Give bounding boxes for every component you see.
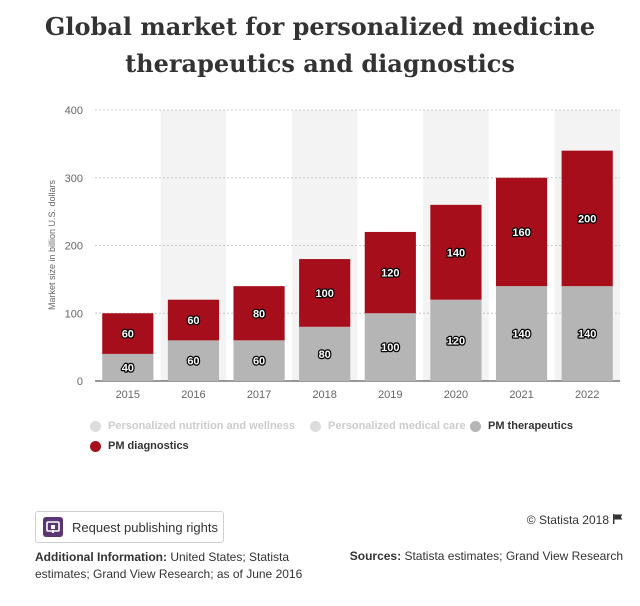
legend-item[interactable]: PM therapeutics [470,420,573,432]
request-publishing-rights-button[interactable]: Request publishing rights [35,511,224,543]
legend-dot-icon [470,420,481,432]
bar-segment[interactable] [364,231,416,314]
data-label: 160 [512,227,530,239]
x-tick-label: 2019 [378,389,402,401]
bar-segment[interactable] [167,340,220,381]
x-tick-label: 2015 [116,389,140,401]
x-tick-label: 2016 [181,389,205,401]
sources-text: Statista estimates; Grand View Research [401,549,623,563]
legend-item[interactable]: Personalized medical care [310,420,466,432]
publishing-rights-icon [43,517,63,537]
data-label: 40 [122,362,134,374]
bar-segment[interactable] [430,299,482,381]
additional-information-text: United States; Statista estimates; Grand… [35,550,303,581]
legend-label: Personalized medical care [328,420,466,432]
data-label: 140 [512,329,530,341]
legend-dot-icon [90,440,101,452]
bar-segment[interactable] [561,150,613,287]
y-tick-label: 400 [65,105,83,117]
x-tick-label: 2022 [575,389,599,401]
bar-segment[interactable] [102,353,154,381]
data-label: 200 [578,213,596,225]
data-label: 100 [381,342,399,354]
data-label: 80 [253,308,265,320]
bar-segment[interactable] [364,313,416,381]
data-label: 60 [187,356,199,368]
x-tick-label: 2021 [509,389,533,401]
y-tick-label: 0 [77,376,83,388]
y-axis-label: Market size in billion U.S. dollars [47,179,57,310]
data-label: 100 [316,288,334,300]
data-label: 60 [122,329,134,341]
bar-segment[interactable] [233,286,285,341]
data-label: 120 [381,268,399,280]
bars: 40 60 60 60 60 80 80 100 100 120 120 140 140 160 140 20… [102,150,613,381]
chart-title-line-2: therapeutics and diagnostics [125,49,515,78]
legend-item[interactable]: Personalized nutrition and wellness [90,420,295,432]
legend-label: PM therapeutics [488,420,573,432]
data-label: 80 [319,349,331,361]
legend-dot-icon [90,420,101,432]
data-label: 140 [578,329,596,341]
chart-title: Global market for personalized medicine … [0,8,640,82]
sources: Sources: Statista estimates; Grand View … [350,549,623,563]
bar-segment[interactable] [430,204,482,300]
x-tick-label: 2020 [444,389,468,401]
bar-segment[interactable] [495,286,548,381]
copyright-text: © Statista 2018 [526,513,609,527]
data-label: 60 [187,315,199,327]
sources-label: Sources: [349,549,402,563]
y-tick-label: 300 [65,173,83,185]
additional-information-label: Additional Information: [35,550,167,564]
data-label: 120 [447,335,465,347]
additional-information: Additional Information: United States; S… [35,549,325,583]
y-tick-label: 200 [65,241,83,253]
bar-segment[interactable] [495,177,548,287]
flag-icon[interactable] [613,513,623,527]
x-axis-ticks: 2015 2016 2017 2018 2019 2020 2021 2022 [116,389,600,401]
bar-segment[interactable] [167,299,220,341]
request-publishing-rights-label: Request publishing rights [72,519,218,535]
y-axis-ticks: 0 100 200 300 400 [65,105,83,388]
bar-segment[interactable] [561,286,613,381]
legend-label: PM diagnostics [108,440,189,452]
data-label: 140 [447,247,465,259]
legend-label: Personalized nutrition and wellness [108,420,296,432]
x-tick-label: 2017 [247,389,271,401]
bar-segment[interactable] [102,313,154,354]
legend-item[interactable]: PM diagnostics [90,440,189,452]
chart-title-line-1: Global market for personalized medicine [44,12,596,41]
bar-segment[interactable] [299,259,351,327]
bar-segment[interactable] [299,326,351,381]
x-tick-label: 2018 [312,389,336,401]
bar-chart: 0 100 200 300 400 40 60 60 60 60 80 80 100 100 120 120… [47,105,620,401]
bar-segment[interactable] [233,340,285,381]
legend-dot-icon [310,420,321,432]
data-label: 60 [253,356,265,368]
y-tick-label: 100 [65,308,83,320]
copyright: © Statista 2018 [527,513,623,527]
